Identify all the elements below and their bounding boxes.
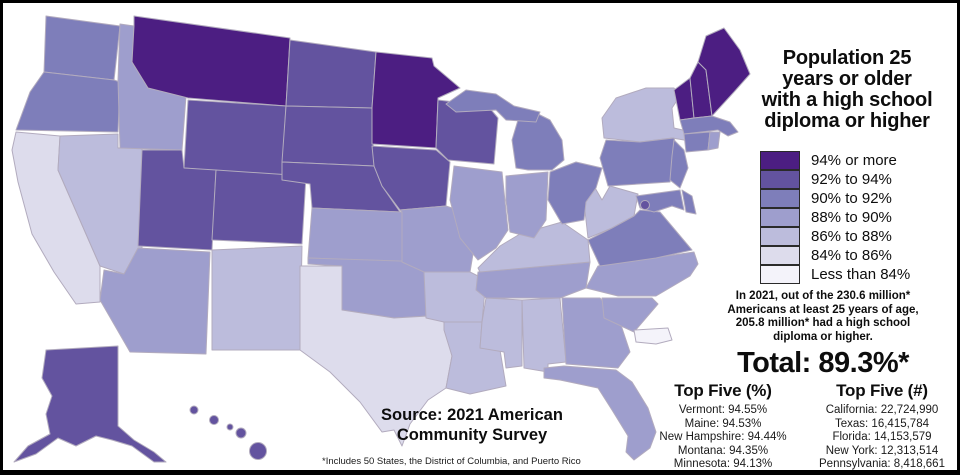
- source-line: Source: 2021 American: [381, 406, 563, 424]
- state-HI: Hawaii — 92% to 94%: [226, 423, 234, 431]
- legend-row: 88% to 90%: [760, 207, 910, 227]
- state-KS: Kansas — 88% to 90%: [307, 207, 403, 263]
- state-MN: Minnesota — 94% or more: [371, 51, 461, 149]
- top-five-percent-heading: Top Five (%): [674, 381, 772, 400]
- title-line: years or older: [782, 68, 912, 90]
- top-five-section: Top Five (%) Vermont: 94.55% Maine: 94.5…: [640, 381, 958, 472]
- legend-row: 86% to 88%: [760, 226, 910, 246]
- legend-row: 94% or more: [760, 150, 910, 170]
- list-item: New Hampshire: 94.44%: [659, 431, 787, 443]
- state-NJ: New Jersey — 90% to 92%: [669, 139, 689, 189]
- state-RI: Rhode Island — 88% to 90%: [707, 131, 721, 151]
- state-NM: New Mexico — 86% to 88%: [211, 245, 303, 351]
- legend-label: 84% to 86%: [811, 247, 892, 264]
- list-item: Florida: 14,153,579: [832, 431, 932, 443]
- legend-row: 84% to 86%: [760, 245, 910, 265]
- us-map: Washington — 90% to 92%Oregon — 90% to 9…: [11, 15, 751, 463]
- legend-label: 92% to 94%: [811, 171, 892, 188]
- legend-swatch: [760, 188, 800, 208]
- legend-swatch: [760, 226, 800, 246]
- state-CO: Colorado — 92% to 94%: [211, 169, 307, 245]
- source-attribution: Source: 2021 American Community Survey: [328, 405, 616, 445]
- legend-row: 92% to 94%: [760, 169, 910, 189]
- state-CT: Connecticut — 90% to 92%: [683, 131, 711, 153]
- legend-swatch: [760, 169, 800, 189]
- list-item: Maine: 94.53%: [684, 417, 762, 430]
- top-five-count-heading: Top Five (#): [836, 381, 928, 400]
- state-MI: Michigan — 90% to 92%: [511, 111, 565, 171]
- list-item: Pennsylvania: 8,418,661: [819, 458, 945, 470]
- state-SC: South Carolina — 88% to 90%: [601, 297, 659, 333]
- list-item: Texas: 16,415,784: [835, 417, 929, 430]
- legend-swatch: [760, 150, 800, 170]
- state-AZ: Arizona — 88% to 90%: [99, 247, 211, 355]
- title-line: diploma or higher: [764, 110, 930, 132]
- summary-block: In 2021, out of the 230.6 million* Ameri…: [700, 290, 946, 380]
- footnote: *Includes 50 States, the District of Col…: [322, 456, 581, 467]
- legend-label: 86% to 88%: [811, 228, 892, 245]
- legend-label: Less than 84%: [811, 266, 911, 283]
- legend-row: 90% to 92%: [760, 188, 910, 208]
- state-DE: Delaware — 90% to 92%: [681, 189, 697, 215]
- state-PR: Puerto Rico — Less than 84%: [633, 327, 673, 345]
- state-IL: Illinois — 88% to 90%: [449, 165, 509, 261]
- state-FL: Florida — 88% to 90%: [543, 365, 657, 461]
- legend-label: 88% to 90%: [811, 209, 892, 226]
- state-AK: Alaska — 92% to 94%: [13, 345, 167, 463]
- state-HI: Hawaii — 92% to 94%: [189, 405, 199, 415]
- summary-line: In 2021, out of the 230.6 million*: [735, 290, 911, 302]
- legend-swatch: [760, 245, 800, 265]
- summary-line: 205.8 million* had a high school: [735, 317, 911, 329]
- page-title: Population 25 years or older with a high…: [736, 48, 958, 132]
- state-HI: Hawaii — 92% to 94%: [249, 442, 267, 460]
- state-HI: Hawaii — 92% to 94%: [235, 427, 247, 439]
- state-VA: Virginia — 90% to 92%: [587, 209, 693, 267]
- state-WY: Wyoming — 92% to 94%: [183, 99, 287, 177]
- list-item: Vermont: 94.55%: [678, 404, 768, 416]
- state-IN: Indiana — 88% to 90%: [505, 171, 549, 239]
- map-legend: 94% or more 92% to 94% 90% to 92% 88% to…: [760, 150, 911, 284]
- list-item: California: 22,724,990: [825, 404, 939, 416]
- state-PA: Pennsylvania — 90% to 92%: [599, 137, 679, 187]
- legend-row: Less than 84%: [760, 264, 911, 284]
- list-item: New York: 12,313,514: [825, 444, 939, 457]
- summary-line: Americans at least 25 years of age,: [727, 303, 919, 316]
- state-NC: North Carolina — 88% to 90%: [585, 251, 699, 297]
- legend-label: 90% to 92%: [811, 190, 892, 207]
- state-ME: Maine — 94% or more: [697, 27, 751, 117]
- state-KY: Kentucky — 86% to 88%: [477, 221, 591, 273]
- summary-text: In 2021, out of the 230.6 million* Ameri…: [700, 290, 946, 344]
- state-DC: District of Columbia — 92% to 94%: [640, 200, 650, 210]
- top-five-count-list: Top Five (#) California: 22,724,990 Texa…: [806, 381, 958, 472]
- summary-line: diploma or higher.: [773, 330, 873, 343]
- list-item: Minnesota: 94.13%: [673, 458, 773, 470]
- state-AL: Alabama — 86% to 88%: [521, 297, 567, 373]
- total-value: Total: 89.3%*: [737, 347, 909, 379]
- state-TX: Texas — 84% to 86%: [299, 265, 453, 447]
- state-OR: Oregon — 90% to 92%: [15, 71, 121, 133]
- state-HI: Hawaii — 92% to 94%: [209, 415, 219, 425]
- legend-swatch: [760, 264, 800, 284]
- state-OH: Ohio — 90% to 92%: [547, 161, 603, 225]
- list-item: Montana: 94.35%: [677, 444, 769, 457]
- legend-label: 94% or more: [811, 152, 897, 169]
- state-SD: South Dakota — 92% to 94%: [281, 105, 375, 167]
- title-line: Population 25: [782, 47, 912, 69]
- state-ND: North Dakota — 92% to 94%: [285, 39, 377, 109]
- source-line: Community Survey: [396, 426, 548, 444]
- state-WA: Washington — 90% to 92%: [43, 15, 121, 81]
- state-MI: Michigan — 90% to 92%: [445, 89, 541, 123]
- top-five-percent-list: Top Five (%) Vermont: 94.55% Maine: 94.5…: [640, 381, 806, 472]
- legend-swatch: [760, 207, 800, 227]
- title-line: with a high school: [761, 89, 933, 111]
